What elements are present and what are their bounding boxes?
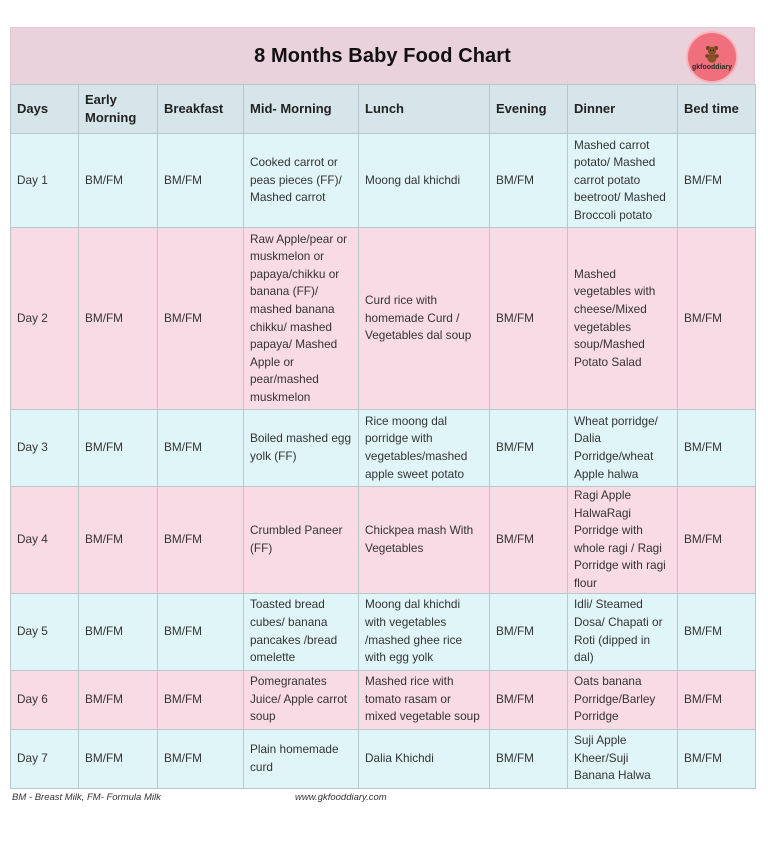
- breakfast-cell: BM/FM: [157, 133, 244, 228]
- early-morning-cell: BM/FM: [78, 133, 158, 228]
- breakfast-cell: BM/FM: [157, 669, 244, 730]
- lunch-cell: Moong dal khichdi with vegetables /mashe…: [358, 592, 490, 671]
- evening-cell: BM/FM: [489, 486, 568, 594]
- bed-time-cell: BM/FM: [677, 592, 756, 671]
- column-header-days: Days: [10, 84, 79, 134]
- logo-text: gkfooddiary: [691, 64, 733, 71]
- mid-morning-cell: Pomegranates Juice/ Apple carrot soup: [243, 669, 359, 730]
- footer-website: www.gkfooddiary.com: [295, 792, 387, 803]
- footer-legend: BM - Breast Milk, FM- Formula Milk: [12, 792, 161, 803]
- table-row-day-7: Day 7 BM/FM BM/FM Plain homemade curd Da…: [10, 728, 756, 789]
- mid-morning-cell: Crumbled Paneer (FF): [243, 486, 359, 594]
- early-morning-cell: BM/FM: [78, 409, 158, 487]
- breakfast-cell: BM/FM: [157, 227, 244, 410]
- mid-morning-cell: Toasted bread cubes/ banana pancakes /br…: [243, 592, 359, 671]
- early-morning-cell: BM/FM: [78, 227, 158, 410]
- day-cell: Day 7: [10, 728, 79, 789]
- early-morning-cell: BM/FM: [78, 486, 158, 594]
- breakfast-cell: BM/FM: [157, 728, 244, 789]
- mid-morning-cell: Plain homemade curd: [243, 728, 359, 789]
- column-header-early-morning: Early Morning: [78, 84, 158, 134]
- bed-time-cell: BM/FM: [677, 133, 756, 228]
- evening-cell: BM/FM: [489, 227, 568, 410]
- mid-morning-cell: Boiled mashed egg yolk (FF): [243, 409, 359, 487]
- early-morning-cell: BM/FM: [78, 592, 158, 671]
- early-morning-cell: BM/FM: [78, 669, 158, 730]
- evening-cell: BM/FM: [489, 592, 568, 671]
- chart-header: 8 Months Baby Food Chart gkfooddiary: [10, 27, 755, 84]
- table-row-day-6: Day 6 BM/FM BM/FM Pomegranates Juice/ Ap…: [10, 669, 756, 730]
- day-cell: Day 6: [10, 669, 79, 730]
- column-header-mid-morning: Mid- Morning: [243, 84, 359, 134]
- column-header-bed-time: Bed time: [677, 84, 756, 134]
- mid-morning-cell: Raw Apple/pear or muskmelon or papaya/ch…: [243, 227, 359, 410]
- lunch-cell: Moong dal khichdi: [358, 133, 490, 228]
- column-header-row: Days Early Morning Breakfast Mid- Mornin…: [10, 84, 756, 134]
- lunch-cell: Dalia Khichdi: [358, 728, 490, 789]
- day-cell: Day 3: [10, 409, 79, 487]
- bed-time-cell: BM/FM: [677, 728, 756, 789]
- gkfooddiary-logo: gkfooddiary: [686, 31, 738, 83]
- table-row-day-4: Day 4 BM/FM BM/FM Crumbled Paneer (FF) C…: [10, 486, 756, 594]
- dinner-cell: Idli/ Steamed Dosa/ Chapati or Roti (dip…: [567, 592, 678, 671]
- table-row-day-2: Day 2 BM/FM BM/FM Raw Apple/pear or musk…: [10, 227, 756, 410]
- dinner-cell: Wheat porridge/ Dalia Porridge/wheat App…: [567, 409, 678, 487]
- dinner-cell: Mashed carrot potato/ Mashed carrot pota…: [567, 133, 678, 228]
- evening-cell: BM/FM: [489, 669, 568, 730]
- chart-title: 8 Months Baby Food Chart: [254, 44, 511, 67]
- day-cell: Day 1: [10, 133, 79, 228]
- bed-time-cell: BM/FM: [677, 227, 756, 410]
- column-header-dinner: Dinner: [567, 84, 678, 134]
- dinner-cell: Oats banana Porridge/Barley Porridge: [567, 669, 678, 730]
- column-header-breakfast: Breakfast: [157, 84, 244, 134]
- dinner-cell: Ragi Apple HalwaRagi Porridge with whole…: [567, 486, 678, 594]
- lunch-cell: Mashed rice with tomato rasam or mixed v…: [358, 669, 490, 730]
- mid-morning-cell: Cooked carrot or peas pieces (FF)/ Mashe…: [243, 133, 359, 228]
- early-morning-cell: BM/FM: [78, 728, 158, 789]
- table-row-day-3: Day 3 BM/FM BM/FM Boiled mashed egg yolk…: [10, 409, 756, 487]
- breakfast-cell: BM/FM: [157, 409, 244, 487]
- breakfast-cell: BM/FM: [157, 592, 244, 671]
- day-cell: Day 5: [10, 592, 79, 671]
- evening-cell: BM/FM: [489, 728, 568, 789]
- table-row-day-5: Day 5 BM/FM BM/FM Toasted bread cubes/ b…: [10, 592, 756, 671]
- evening-cell: BM/FM: [489, 133, 568, 228]
- lunch-cell: Chickpea mash With Vegetables: [358, 486, 490, 594]
- lunch-cell: Rice moong dal porridge with vegetables/…: [358, 409, 490, 487]
- teddy-bear-icon: [705, 46, 719, 63]
- column-header-lunch: Lunch: [358, 84, 490, 134]
- dinner-cell: Mashed vegetables with cheese/Mixed vege…: [567, 227, 678, 410]
- evening-cell: BM/FM: [489, 409, 568, 487]
- bed-time-cell: BM/FM: [677, 669, 756, 730]
- table-row-day-1: Day 1 BM/FM BM/FM Cooked carrot or peas …: [10, 133, 756, 228]
- column-header-evening: Evening: [489, 84, 568, 134]
- food-chart-table: Days Early Morning Breakfast Mid- Mornin…: [10, 84, 756, 789]
- day-cell: Day 4: [10, 486, 79, 594]
- food-chart: 8 Months Baby Food Chart gkfooddiary Day…: [10, 27, 756, 789]
- day-cell: Day 2: [10, 227, 79, 410]
- lunch-cell: Curd rice with homemade Curd / Vegetable…: [358, 227, 490, 410]
- breakfast-cell: BM/FM: [157, 486, 244, 594]
- bed-time-cell: BM/FM: [677, 486, 756, 594]
- bed-time-cell: BM/FM: [677, 409, 756, 487]
- dinner-cell: Suji Apple Kheer/Suji Banana Halwa: [567, 728, 678, 789]
